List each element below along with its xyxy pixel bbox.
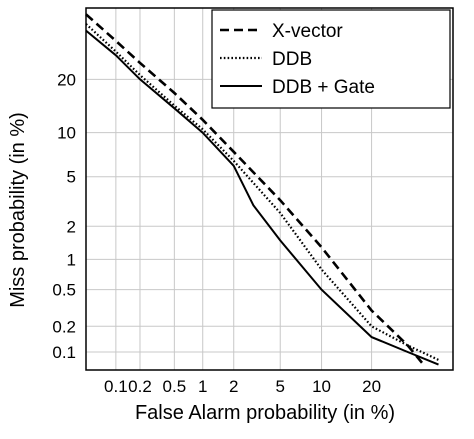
y-tick-label: 5 <box>67 168 76 187</box>
legend-label-1: X-vector <box>272 21 343 42</box>
series-line-3 <box>85 29 439 366</box>
y-tick-label: 1 <box>67 250 76 269</box>
x-tick-label: 0.2 <box>128 377 152 396</box>
y-tick-label: 0.2 <box>52 317 76 336</box>
plot-frame <box>85 7 454 371</box>
series-line-1 <box>85 13 425 366</box>
y-tick-labels: 0.1 0.2 0.5 1 2 5 10 20 <box>52 70 76 362</box>
y-tick-label: 20 <box>57 70 76 89</box>
y-tick-label: 0.5 <box>52 281 76 300</box>
x-axis-label: False Alarm probability (in %) <box>135 402 395 424</box>
legend-label-2: DDB <box>272 49 312 70</box>
legend: X-vector DDB DDB + Gate <box>211 9 451 109</box>
series-line-2 <box>85 23 439 361</box>
y-tick-label: 10 <box>57 124 76 143</box>
x-tick-label: 0.5 <box>163 377 187 396</box>
y-tick-label: 0.1 <box>52 343 76 362</box>
legend-label-3: DDB + Gate <box>272 77 375 98</box>
x-tick-label: 10 <box>312 377 331 396</box>
x-tick-labels: 0.1 0.2 0.5 1 2 5 10 20 <box>104 377 381 396</box>
x-tick-label: 2 <box>229 377 238 396</box>
y-axis-label: Miss probability (in %) <box>7 112 29 308</box>
x-tick-label: 5 <box>275 377 284 396</box>
y-tick-label: 2 <box>67 217 76 236</box>
x-tick-label: 1 <box>198 377 207 396</box>
series-layer <box>85 13 439 366</box>
x-tick-label: 0.1 <box>104 377 128 396</box>
x-tick-label: 20 <box>362 377 381 396</box>
